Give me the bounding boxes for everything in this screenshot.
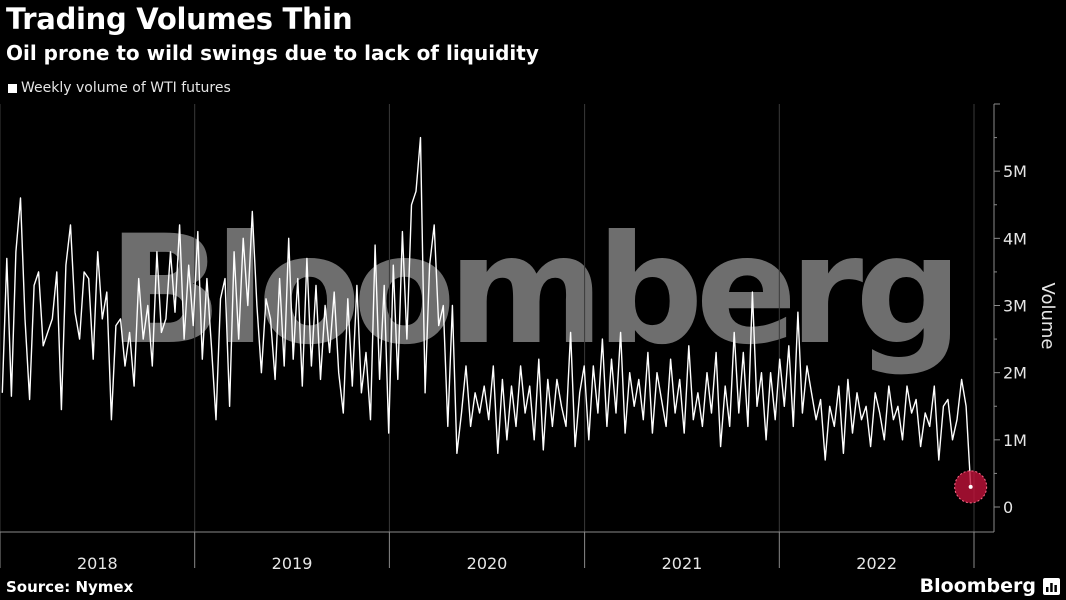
year-gridlines (0, 104, 975, 532)
y-tick-label: 3M (1003, 297, 1027, 316)
last-point-marker (968, 484, 973, 489)
y-tick-label: 1M (1003, 431, 1027, 450)
series-layer (1, 136, 988, 504)
source-note: Source: Nymex (6, 578, 134, 596)
watermark: Bloomberg (108, 204, 955, 378)
axes: 2018 2019 2020 2021 2022 0 1M 2M 3M 4M 5M (0, 103, 1027, 573)
y-tick-label: 0 (1003, 498, 1013, 517)
y-tick-label: 2M (1003, 364, 1027, 383)
x-tick-label: 2020 (467, 554, 508, 573)
legend: Weekly volume of WTI futures (8, 80, 231, 96)
chart-title: Trading Volumes Thin (6, 2, 353, 36)
chart-icon (1043, 578, 1060, 595)
x-tick-label: 2022 (856, 554, 897, 573)
x-tick-label: 2018 (77, 554, 118, 573)
series-line-wti-volume (1, 136, 972, 487)
legend-swatch (8, 83, 17, 93)
x-tick-label: 2021 (662, 554, 703, 573)
x-tick-label: 2019 (272, 554, 313, 573)
y-tick-label: 5M (1003, 162, 1027, 181)
brand-logo-text: Bloomberg (919, 575, 1036, 597)
y-axis-title: Volume (1037, 283, 1058, 350)
legend-label: Weekly volume of WTI futures (21, 80, 231, 96)
y-tick-label: 4M (1003, 229, 1027, 248)
chart-subtitle: Oil prone to wild swings due to lack of … (6, 41, 539, 65)
